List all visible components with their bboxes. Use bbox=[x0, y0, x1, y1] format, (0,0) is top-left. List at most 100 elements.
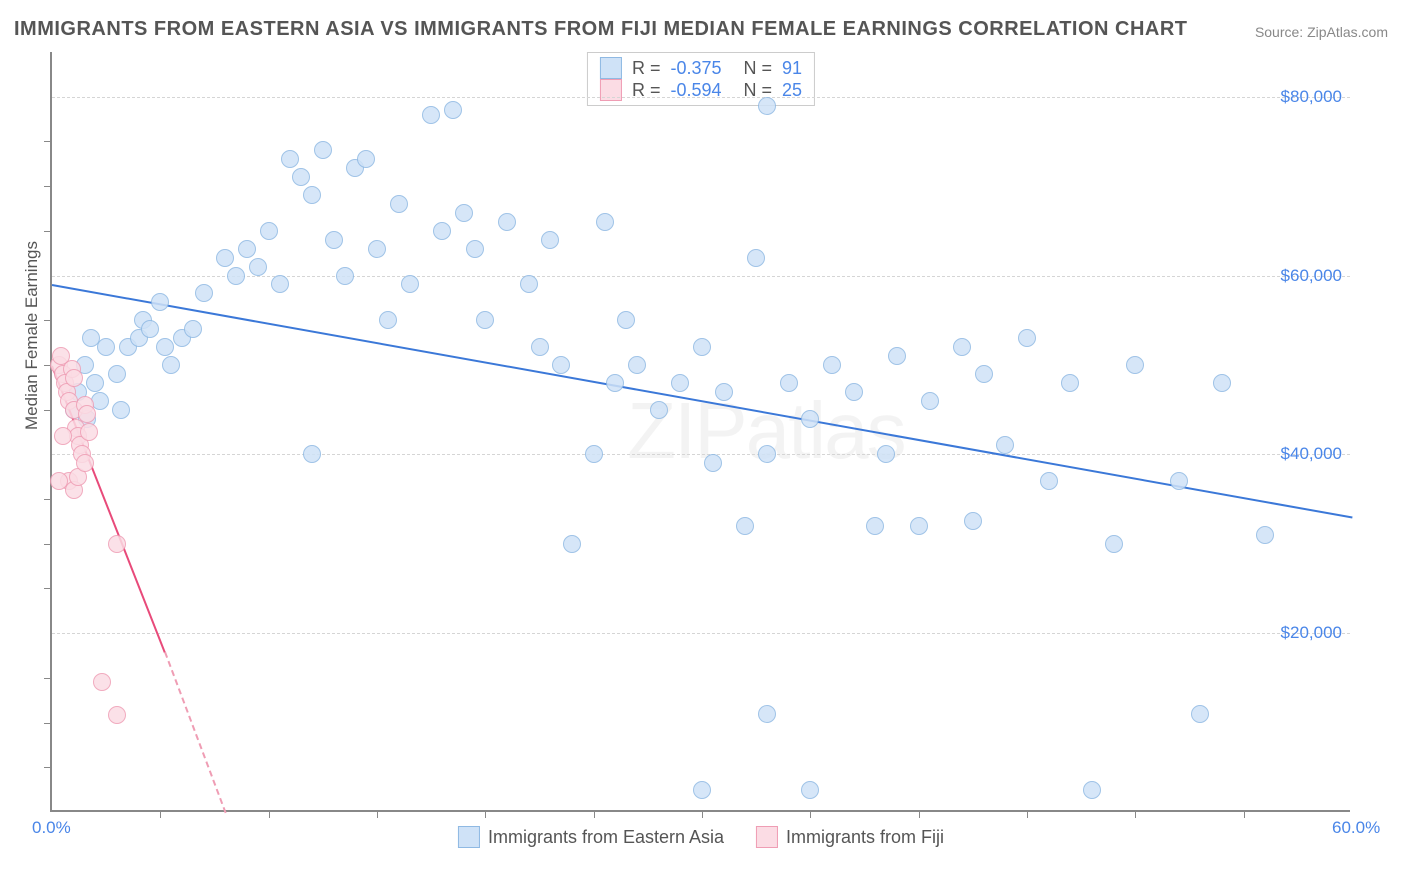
y-tick bbox=[44, 141, 52, 142]
y-tick bbox=[44, 544, 52, 545]
legend-row-1: R = -0.375 N = 91 bbox=[600, 57, 802, 79]
n-value-1: 91 bbox=[782, 58, 802, 79]
data-point bbox=[141, 320, 159, 338]
x-tick bbox=[1135, 810, 1136, 818]
data-point bbox=[704, 454, 722, 472]
data-point bbox=[747, 249, 765, 267]
y-tick bbox=[44, 723, 52, 724]
data-point bbox=[758, 445, 776, 463]
data-point bbox=[910, 517, 928, 535]
data-point bbox=[65, 369, 83, 387]
legend-item-eastern-asia: Immigrants from Eastern Asia bbox=[458, 826, 724, 848]
y-tick-label: $20,000 bbox=[1281, 623, 1342, 643]
x-tick-label: 0.0% bbox=[32, 818, 71, 838]
data-point bbox=[401, 275, 419, 293]
data-point bbox=[238, 240, 256, 258]
data-point bbox=[303, 445, 321, 463]
data-point bbox=[249, 258, 267, 276]
trend-line-extrapolated bbox=[164, 652, 227, 814]
x-tick bbox=[160, 810, 161, 818]
data-point bbox=[422, 106, 440, 124]
data-point bbox=[975, 365, 993, 383]
data-point bbox=[108, 365, 126, 383]
x-tick bbox=[269, 810, 270, 818]
data-point bbox=[336, 267, 354, 285]
data-point bbox=[498, 213, 516, 231]
data-point bbox=[866, 517, 884, 535]
data-point bbox=[433, 222, 451, 240]
data-point bbox=[1170, 472, 1188, 490]
data-point bbox=[76, 454, 94, 472]
x-tick bbox=[1027, 810, 1028, 818]
data-point bbox=[54, 427, 72, 445]
data-point bbox=[227, 267, 245, 285]
y-axis-label: Median Female Earnings bbox=[22, 241, 42, 430]
legend-label: Immigrants from Eastern Asia bbox=[488, 827, 724, 848]
data-point bbox=[758, 705, 776, 723]
data-point bbox=[921, 392, 939, 410]
data-point bbox=[195, 284, 213, 302]
data-point bbox=[281, 150, 299, 168]
data-point bbox=[216, 249, 234, 267]
correlation-legend: R = -0.375 N = 91 R = -0.594 N = 25 bbox=[587, 52, 815, 106]
data-point bbox=[758, 97, 776, 115]
y-tick bbox=[44, 410, 52, 411]
chart-title: IMMIGRANTS FROM EASTERN ASIA VS IMMIGRAN… bbox=[14, 18, 1188, 41]
data-point bbox=[1256, 526, 1274, 544]
x-tick-label: 60.0% bbox=[1332, 818, 1380, 838]
data-point bbox=[964, 512, 982, 530]
y-tick-label: $80,000 bbox=[1281, 87, 1342, 107]
x-tick bbox=[485, 810, 486, 818]
data-point bbox=[271, 275, 289, 293]
data-point bbox=[1191, 705, 1209, 723]
data-point bbox=[379, 311, 397, 329]
data-point bbox=[314, 141, 332, 159]
data-point bbox=[693, 781, 711, 799]
series-legend: Immigrants from Eastern Asia Immigrants … bbox=[458, 826, 944, 848]
gridline bbox=[52, 276, 1350, 277]
series-swatch-eastern-asia bbox=[600, 57, 622, 79]
data-point bbox=[455, 204, 473, 222]
y-tick bbox=[44, 678, 52, 679]
data-point bbox=[520, 275, 538, 293]
legend-label: Immigrants from Fiji bbox=[786, 827, 944, 848]
x-tick bbox=[377, 810, 378, 818]
data-point bbox=[996, 436, 1014, 454]
data-point bbox=[693, 338, 711, 356]
data-point bbox=[357, 150, 375, 168]
data-point bbox=[1126, 356, 1144, 374]
data-point bbox=[78, 405, 96, 423]
series-swatch-eastern-asia bbox=[458, 826, 480, 848]
data-point bbox=[97, 338, 115, 356]
trend-line bbox=[52, 284, 1352, 518]
data-point bbox=[1018, 329, 1036, 347]
y-tick bbox=[44, 767, 52, 768]
data-point bbox=[1083, 781, 1101, 799]
x-tick bbox=[919, 810, 920, 818]
y-tick bbox=[44, 186, 52, 187]
data-point bbox=[1105, 535, 1123, 553]
y-tick bbox=[44, 231, 52, 232]
data-point bbox=[877, 445, 895, 463]
x-tick bbox=[702, 810, 703, 818]
data-point bbox=[801, 781, 819, 799]
data-point bbox=[780, 374, 798, 392]
data-point bbox=[606, 374, 624, 392]
x-tick bbox=[810, 810, 811, 818]
data-point bbox=[585, 445, 603, 463]
data-point bbox=[292, 168, 310, 186]
data-point bbox=[112, 401, 130, 419]
data-point bbox=[108, 535, 126, 553]
data-point bbox=[801, 410, 819, 428]
plot-area: ZIPatlas R = -0.375 N = 91 R = -0.594 N … bbox=[50, 52, 1350, 812]
y-tick bbox=[44, 499, 52, 500]
data-point bbox=[1061, 374, 1079, 392]
data-point bbox=[466, 240, 484, 258]
data-point bbox=[93, 673, 111, 691]
data-point bbox=[823, 356, 841, 374]
data-point bbox=[715, 383, 733, 401]
data-point bbox=[650, 401, 668, 419]
data-point bbox=[628, 356, 646, 374]
y-tick-label: $60,000 bbox=[1281, 266, 1342, 286]
data-point bbox=[736, 517, 754, 535]
